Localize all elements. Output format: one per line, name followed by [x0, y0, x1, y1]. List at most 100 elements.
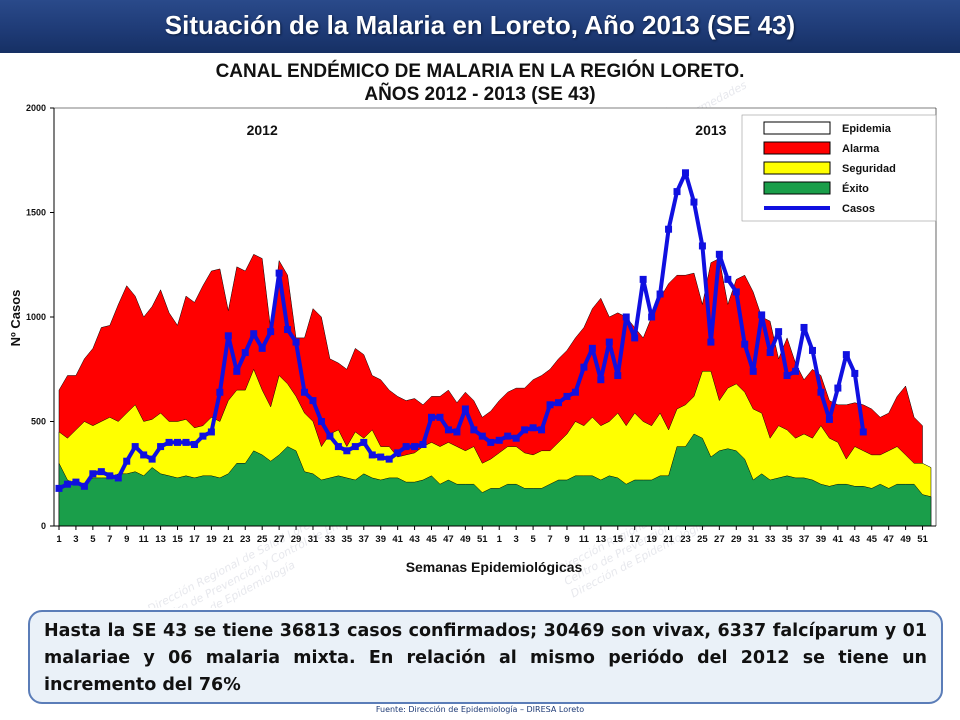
legend-swatch-alarma [763, 141, 831, 155]
casos-point [571, 388, 579, 396]
legend-swatch-seguridad [763, 161, 831, 175]
x-tick-label: 23 [680, 534, 691, 545]
casos-point [428, 413, 436, 421]
x-tick-label: 3 [73, 534, 78, 545]
casos-point [851, 369, 859, 377]
casos-point [182, 438, 190, 446]
x-tick-label: 31 [748, 534, 759, 545]
area-exito [58, 433, 932, 527]
casos-point [648, 313, 656, 321]
y-axis-label: Nº Casos [8, 290, 23, 347]
casos-point [800, 323, 808, 331]
x-tick-label: 51 [477, 534, 488, 545]
casos-point [580, 363, 588, 371]
casos-point [631, 334, 639, 342]
casos-point [529, 424, 537, 432]
casos-point [80, 482, 88, 490]
casos-point [546, 401, 554, 409]
casos-point [783, 372, 791, 380]
x-tick-label: 39 [375, 534, 386, 545]
x-tick-label: 23 [240, 534, 251, 545]
x-tick-label: 27 [714, 534, 725, 545]
casos-point [224, 332, 232, 340]
casos-point [148, 455, 156, 463]
casos-point [216, 388, 224, 396]
summary-note-box: Hasta la SE 43 se tiene 36813 casos conf… [28, 610, 943, 704]
casos-point [275, 269, 283, 277]
casos-point [470, 426, 478, 434]
legend-label-alarma: Alarma [842, 143, 880, 155]
legend-swatch-epidemia [763, 121, 831, 135]
x-axis-label: Semanas Epidemiológicas [406, 559, 583, 575]
chart-title: CANAL ENDÉMICO DE MALARIA EN LA REGIÓN L… [216, 60, 745, 82]
legend-label-seguridad: Seguridad [842, 163, 896, 175]
x-tick-label: 41 [833, 534, 844, 545]
x-tick-label: 21 [663, 534, 674, 545]
x-tick-label: 1 [56, 534, 62, 545]
x-tick-label: 45 [866, 534, 877, 545]
casos-point [588, 344, 596, 352]
casos-point [411, 443, 419, 451]
endemic-channel-chart: Dirección Regional de Salud LoretoCentro… [8, 60, 937, 608]
casos-point [190, 440, 198, 448]
casos-point [123, 457, 131, 465]
x-tick-label: 5 [90, 534, 96, 545]
casos-point [351, 443, 359, 451]
x-tick-label: 7 [107, 534, 112, 545]
x-tick-label: 49 [900, 534, 911, 545]
casos-point [766, 349, 774, 357]
x-tick-label: 35 [782, 534, 793, 545]
x-tick-label: 17 [189, 534, 200, 545]
x-tick-label: 15 [172, 534, 183, 545]
casos-point [174, 438, 182, 446]
casos-point [504, 432, 512, 440]
casos-point [495, 436, 503, 444]
casos-point [97, 468, 105, 476]
casos-point [563, 392, 571, 400]
x-tick-label: 47 [883, 534, 894, 545]
casos-point [698, 242, 706, 250]
casos-point [419, 440, 427, 448]
x-tick-label: 9 [124, 534, 129, 545]
x-tick-label: 13 [155, 534, 166, 545]
casos-point [284, 326, 292, 334]
x-tick-label: 11 [579, 534, 590, 545]
x-tick-label: 29 [731, 534, 742, 545]
x-tick-label: 47 [443, 534, 454, 545]
x-tick-label: 43 [409, 534, 420, 545]
casos-point [605, 338, 613, 346]
casos-point [106, 472, 114, 480]
year-label: 2013 [695, 122, 726, 138]
casos-point [690, 198, 698, 206]
legend-swatch-exito [763, 181, 831, 195]
casos-point [292, 338, 300, 346]
casos-point [665, 225, 673, 233]
casos-point [317, 418, 325, 425]
casos-point [207, 428, 215, 436]
x-tick-label: 41 [392, 534, 403, 545]
casos-point [817, 388, 825, 396]
source-footnote: Fuente: Dirección de Epidemiología – DIR… [375, 705, 585, 714]
casos-point [140, 451, 148, 459]
casos-point [775, 328, 783, 336]
plot-area [54, 108, 936, 527]
casos-point [707, 338, 715, 346]
x-tick-label: 19 [206, 534, 217, 545]
casos-point [55, 484, 63, 492]
x-tick-label: 31 [308, 534, 319, 545]
casos-point [597, 376, 605, 384]
casos-point [360, 438, 368, 446]
year-label: 2012 [247, 122, 278, 138]
x-tick-label: 17 [629, 534, 640, 545]
x-tick-label: 1 [497, 534, 503, 545]
casos-point [199, 432, 207, 440]
casos-point [343, 447, 351, 455]
x-tick-label: 15 [612, 534, 623, 545]
casos-point [444, 426, 452, 434]
y-tick-label: 500 [31, 417, 46, 427]
casos-point [334, 443, 342, 451]
casos-point [758, 311, 766, 319]
y-tick-label: 1500 [26, 208, 46, 218]
legend-label-casos: Casos [842, 203, 875, 215]
casos-point [825, 415, 833, 423]
